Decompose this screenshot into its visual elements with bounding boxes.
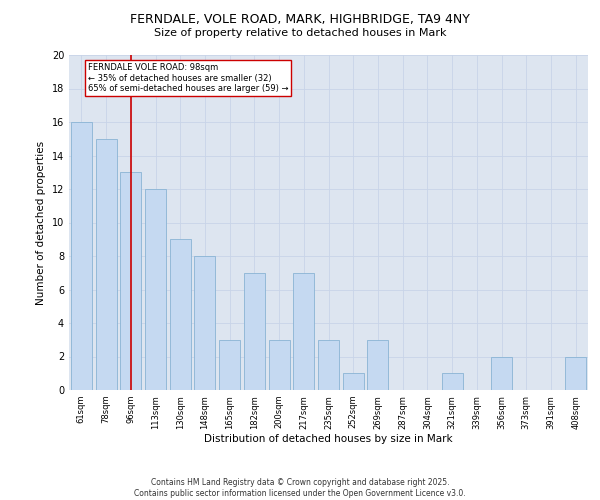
Bar — [343, 373, 364, 390]
Bar — [367, 340, 388, 390]
Bar — [194, 256, 215, 390]
Bar — [293, 273, 314, 390]
Text: Contains HM Land Registry data © Crown copyright and database right 2025.
Contai: Contains HM Land Registry data © Crown c… — [134, 478, 466, 498]
Text: FERNDALE, VOLE ROAD, MARK, HIGHBRIDGE, TA9 4NY: FERNDALE, VOLE ROAD, MARK, HIGHBRIDGE, T… — [130, 12, 470, 26]
Bar — [442, 373, 463, 390]
Bar — [71, 122, 92, 390]
Bar — [491, 356, 512, 390]
Y-axis label: Number of detached properties: Number of detached properties — [36, 140, 46, 304]
Bar — [145, 189, 166, 390]
X-axis label: Distribution of detached houses by size in Mark: Distribution of detached houses by size … — [204, 434, 453, 444]
Text: FERNDALE VOLE ROAD: 98sqm
← 35% of detached houses are smaller (32)
65% of semi-: FERNDALE VOLE ROAD: 98sqm ← 35% of detac… — [88, 64, 288, 93]
Bar — [565, 356, 586, 390]
Bar — [120, 172, 141, 390]
Bar — [170, 240, 191, 390]
Bar — [318, 340, 339, 390]
Bar — [244, 273, 265, 390]
Bar — [269, 340, 290, 390]
Bar — [95, 138, 116, 390]
Text: Size of property relative to detached houses in Mark: Size of property relative to detached ho… — [154, 28, 446, 38]
Bar — [219, 340, 240, 390]
